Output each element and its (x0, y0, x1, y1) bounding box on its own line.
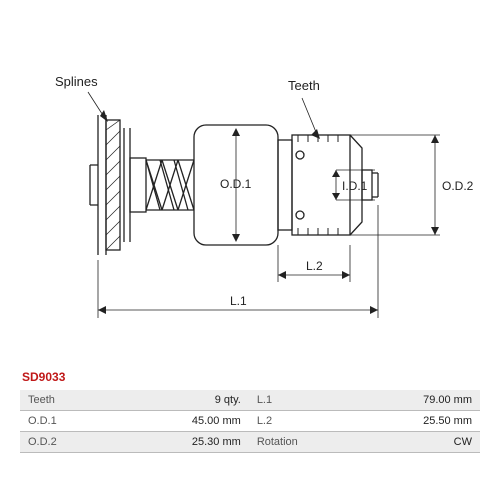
id1-label: I.D.1 (342, 179, 368, 193)
spec-label: O.D.1 (20, 411, 106, 432)
spec-value: 79.00 mm (337, 390, 480, 411)
spec-label: L.2 (249, 411, 338, 432)
splines-label: Splines (55, 74, 98, 89)
spec-table: Teeth 9 qty. L.1 79.00 mm O.D.1 45.00 mm… (20, 390, 480, 453)
spec-value: 45.00 mm (106, 411, 249, 432)
spec-value: 9 qty. (106, 390, 249, 411)
od1-label: O.D.1 (220, 177, 252, 191)
od2-label: O.D.2 (442, 179, 474, 193)
table-row: O.D.1 45.00 mm L.2 25.50 mm (20, 411, 480, 432)
technical-diagram: Splines Teeth O.D.1 I.D.1 O.D.2 L.2 L.1 (20, 20, 480, 360)
part-code: SD9033 (22, 370, 65, 384)
l1-label: L.1 (230, 294, 247, 308)
spec-label: L.1 (249, 390, 338, 411)
table-row: Teeth 9 qty. L.1 79.00 mm (20, 390, 480, 411)
spec-value: CW (337, 432, 480, 453)
spec-value: 25.30 mm (106, 432, 249, 453)
spec-label: O.D.2 (20, 432, 106, 453)
spec-label: Teeth (20, 390, 106, 411)
spec-label: Rotation (249, 432, 338, 453)
spec-value: 25.50 mm (337, 411, 480, 432)
l2-label: L.2 (306, 259, 323, 273)
table-row: O.D.2 25.30 mm Rotation CW (20, 432, 480, 453)
teeth-label: Teeth (288, 78, 320, 93)
